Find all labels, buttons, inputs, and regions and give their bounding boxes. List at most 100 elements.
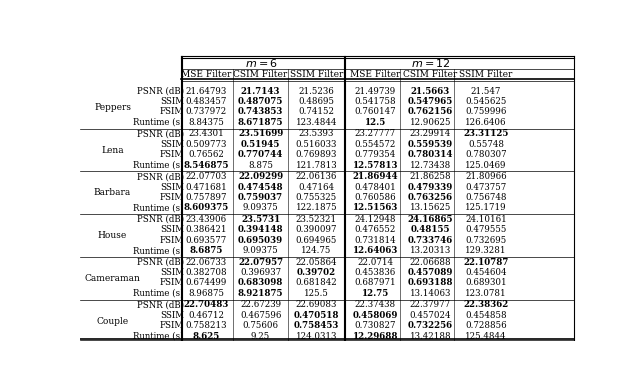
Text: 0.674499: 0.674499 xyxy=(186,278,227,287)
Text: 23.5393: 23.5393 xyxy=(299,129,334,138)
Text: 0.39702: 0.39702 xyxy=(297,268,336,277)
Text: 12.73438: 12.73438 xyxy=(410,160,451,170)
Text: 0.476552: 0.476552 xyxy=(355,225,396,234)
Text: 13.42188: 13.42188 xyxy=(410,332,451,340)
Text: FSIM: FSIM xyxy=(160,236,184,245)
Text: 9.25: 9.25 xyxy=(251,332,270,340)
Text: 22.07703: 22.07703 xyxy=(186,172,227,181)
Text: 0.730827: 0.730827 xyxy=(355,321,396,330)
Text: 23.51699: 23.51699 xyxy=(238,129,284,138)
Text: 0.386421: 0.386421 xyxy=(186,225,227,234)
Text: 0.731814: 0.731814 xyxy=(355,236,396,245)
Text: 23.31125: 23.31125 xyxy=(463,129,509,138)
Text: 0.382708: 0.382708 xyxy=(186,268,227,277)
Text: Runtime (s): Runtime (s) xyxy=(133,289,184,298)
Text: 12.29688: 12.29688 xyxy=(353,332,398,340)
Text: 123.4844: 123.4844 xyxy=(296,118,337,127)
Text: 0.76562: 0.76562 xyxy=(188,150,224,159)
Text: 0.394148: 0.394148 xyxy=(238,225,284,234)
Text: 0.479555: 0.479555 xyxy=(465,225,507,234)
Text: 21.86258: 21.86258 xyxy=(410,172,451,181)
Text: 0.509773: 0.509773 xyxy=(186,140,227,149)
Text: Runtime (s): Runtime (s) xyxy=(133,118,184,127)
Text: SSIM: SSIM xyxy=(160,97,184,106)
Text: 21.547: 21.547 xyxy=(471,87,501,96)
Text: 0.454858: 0.454858 xyxy=(465,311,507,320)
Text: 23.29914: 23.29914 xyxy=(410,129,451,138)
Text: 21.64793: 21.64793 xyxy=(186,87,227,96)
Text: 129.3281: 129.3281 xyxy=(465,246,507,255)
Text: 0.467596: 0.467596 xyxy=(240,311,281,320)
Text: 24.12948: 24.12948 xyxy=(355,215,396,224)
Text: SSIM: SSIM xyxy=(160,140,184,149)
Text: 22.69083: 22.69083 xyxy=(296,300,337,309)
Text: 22.06688: 22.06688 xyxy=(410,258,451,267)
Text: PSNR (dB): PSNR (dB) xyxy=(137,300,184,309)
Text: PSNR (dB): PSNR (dB) xyxy=(137,258,184,267)
Text: CSIM Filter: CSIM Filter xyxy=(234,70,288,79)
Text: 0.758453: 0.758453 xyxy=(294,321,339,330)
Text: 0.458069: 0.458069 xyxy=(353,311,398,320)
Text: 0.780307: 0.780307 xyxy=(465,150,507,159)
Text: 0.483457: 0.483457 xyxy=(186,97,227,106)
Text: SSIM: SSIM xyxy=(160,225,184,234)
Text: $m = 12$: $m = 12$ xyxy=(411,57,451,69)
Text: 125.5: 125.5 xyxy=(304,289,329,298)
Text: 23.27777: 23.27777 xyxy=(355,129,396,138)
Text: 22.09299: 22.09299 xyxy=(238,172,283,181)
Text: 21.5663: 21.5663 xyxy=(411,87,450,96)
Text: 0.51945: 0.51945 xyxy=(241,140,280,149)
Text: 22.10787: 22.10787 xyxy=(463,258,509,267)
Text: 0.470518: 0.470518 xyxy=(294,311,339,320)
Text: PSNR (dB): PSNR (dB) xyxy=(137,87,184,96)
Text: 22.06136: 22.06136 xyxy=(296,172,337,181)
Text: 0.478401: 0.478401 xyxy=(355,183,396,192)
Text: 0.756748: 0.756748 xyxy=(465,193,507,202)
Text: 0.55748: 0.55748 xyxy=(468,140,504,149)
Text: 13.14063: 13.14063 xyxy=(410,289,451,298)
Text: SSIM: SSIM xyxy=(160,311,184,320)
Text: 0.457089: 0.457089 xyxy=(408,268,453,277)
Text: 12.57813: 12.57813 xyxy=(353,160,398,170)
Text: 24.10161: 24.10161 xyxy=(465,215,507,224)
Text: 21.5236: 21.5236 xyxy=(298,87,334,96)
Text: 121.7813: 121.7813 xyxy=(296,160,337,170)
Text: FSIM: FSIM xyxy=(160,108,184,116)
Text: 9.09375: 9.09375 xyxy=(243,246,278,255)
Text: 0.554572: 0.554572 xyxy=(355,140,396,149)
Text: 0.733746: 0.733746 xyxy=(408,236,453,245)
Text: 23.4301: 23.4301 xyxy=(188,129,224,138)
Text: Peppers: Peppers xyxy=(94,103,131,112)
Text: House: House xyxy=(98,231,127,240)
Text: 12.5: 12.5 xyxy=(365,118,386,127)
Text: 21.80966: 21.80966 xyxy=(465,172,507,181)
Text: 0.758213: 0.758213 xyxy=(186,321,227,330)
Text: 23.43906: 23.43906 xyxy=(186,215,227,224)
Text: 0.770744: 0.770744 xyxy=(238,150,284,159)
Text: 0.760586: 0.760586 xyxy=(355,193,396,202)
Text: 0.487075: 0.487075 xyxy=(238,97,284,106)
Text: 124.75: 124.75 xyxy=(301,246,332,255)
Text: Runtime (s): Runtime (s) xyxy=(133,246,184,255)
Text: 0.687971: 0.687971 xyxy=(355,278,396,287)
Text: 23.5731: 23.5731 xyxy=(241,215,280,224)
Text: CSIM Filter: CSIM Filter xyxy=(403,70,458,79)
Text: SSIM: SSIM xyxy=(160,268,184,277)
Text: 8.84375: 8.84375 xyxy=(188,118,224,127)
Text: 8.6875: 8.6875 xyxy=(189,246,223,255)
Text: 122.1875: 122.1875 xyxy=(296,203,337,212)
Text: 0.779354: 0.779354 xyxy=(355,150,396,159)
Text: 125.1719: 125.1719 xyxy=(465,203,507,212)
Text: FSIM: FSIM xyxy=(160,150,184,159)
Text: 0.681842: 0.681842 xyxy=(296,278,337,287)
Text: 0.46712: 0.46712 xyxy=(188,311,225,320)
Text: 22.06733: 22.06733 xyxy=(186,258,227,267)
Text: 0.757897: 0.757897 xyxy=(186,193,227,202)
Text: 126.6406: 126.6406 xyxy=(465,118,507,127)
Text: FSIM: FSIM xyxy=(160,193,184,202)
Text: 22.37977: 22.37977 xyxy=(410,300,451,309)
Text: 0.471681: 0.471681 xyxy=(186,183,227,192)
Text: 0.780314: 0.780314 xyxy=(408,150,453,159)
Text: 123.0781: 123.0781 xyxy=(465,289,507,298)
Text: 21.86944: 21.86944 xyxy=(353,172,398,181)
